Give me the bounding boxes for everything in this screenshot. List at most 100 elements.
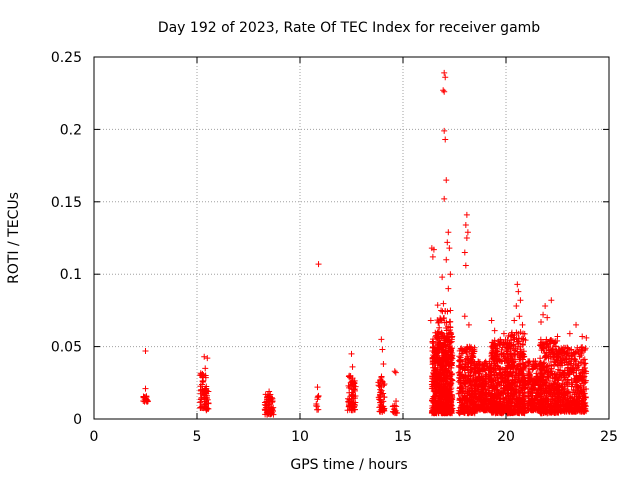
data-point (436, 324, 443, 331)
data-point (376, 383, 383, 390)
data-point (540, 311, 547, 318)
data-point (472, 390, 479, 397)
data-point (510, 336, 517, 343)
data-point (519, 409, 526, 416)
data-point (566, 379, 573, 386)
data-point (448, 398, 455, 405)
data-point (539, 410, 546, 417)
data-point (516, 396, 523, 403)
data-point (380, 382, 387, 389)
data-point (456, 362, 463, 369)
data-point (573, 321, 580, 328)
data-point (573, 349, 580, 356)
data-point (493, 369, 500, 376)
data-point (432, 392, 439, 399)
data-point (510, 391, 517, 398)
data-point (506, 403, 513, 410)
data-point (495, 391, 502, 398)
data-point (547, 337, 554, 344)
data-point (197, 383, 204, 390)
data-point (544, 362, 551, 369)
data-point (578, 358, 585, 365)
data-point (378, 373, 385, 380)
data-point (459, 365, 466, 372)
data-point (472, 382, 479, 389)
data-point (434, 362, 441, 369)
data-point (559, 349, 566, 356)
data-point (573, 377, 580, 384)
data-point (438, 376, 445, 383)
data-point (554, 379, 561, 386)
data-point (581, 360, 588, 367)
data-point (352, 387, 359, 394)
data-point (510, 341, 517, 348)
data-point (541, 371, 548, 378)
data-point (514, 348, 521, 355)
data-point (554, 361, 561, 368)
data-point (143, 397, 150, 404)
data-point (517, 297, 524, 304)
data-point (491, 342, 498, 349)
data-point (494, 401, 501, 408)
data-point (526, 406, 533, 413)
data-point (555, 406, 562, 413)
data-point (574, 382, 581, 389)
data-point (457, 407, 464, 414)
data-point (435, 344, 442, 351)
data-point (474, 404, 481, 411)
data-point (509, 332, 516, 339)
data-point (199, 386, 206, 393)
data-point (508, 331, 515, 338)
data-point (576, 398, 583, 405)
data-point (483, 389, 490, 396)
data-point (548, 297, 555, 304)
data-point (568, 346, 575, 353)
data-point (197, 372, 204, 379)
y-tick-label: 0.15 (51, 195, 82, 211)
data-point (531, 363, 538, 370)
data-point (447, 271, 454, 278)
data-point (555, 395, 562, 402)
data-point (204, 355, 211, 362)
data-point (464, 229, 471, 236)
data-point (461, 249, 468, 256)
data-point (457, 408, 464, 415)
data-point (539, 344, 546, 351)
data-point (518, 396, 525, 403)
data-point (348, 350, 355, 357)
data-point (434, 345, 441, 352)
data-point (560, 344, 567, 351)
data-point (491, 386, 498, 393)
data-point (519, 340, 526, 347)
data-point (539, 344, 546, 351)
data-point (505, 381, 512, 388)
data-point (446, 394, 453, 401)
data-point (448, 350, 455, 357)
data-point (542, 303, 549, 310)
data-point (348, 385, 355, 392)
data-point (562, 381, 569, 388)
data-point (377, 393, 384, 400)
data-point (465, 321, 472, 328)
data-point (445, 323, 452, 330)
data-point (482, 373, 489, 380)
data-point (445, 406, 452, 413)
data-point (439, 330, 446, 337)
data-point (506, 370, 513, 377)
data-point (491, 353, 498, 360)
data-point (345, 399, 352, 406)
data-point (473, 395, 480, 402)
data-point (549, 375, 556, 382)
data-point (583, 334, 590, 341)
data-point (269, 398, 276, 405)
data-point (509, 356, 516, 363)
data-point (578, 376, 585, 383)
x-tick-label: 15 (394, 429, 412, 445)
data-point (443, 177, 450, 184)
data-point (581, 367, 588, 374)
data-point (490, 356, 497, 363)
data-point (345, 382, 352, 389)
data-point (441, 88, 448, 95)
data-point (438, 360, 445, 367)
data-point (570, 361, 577, 368)
